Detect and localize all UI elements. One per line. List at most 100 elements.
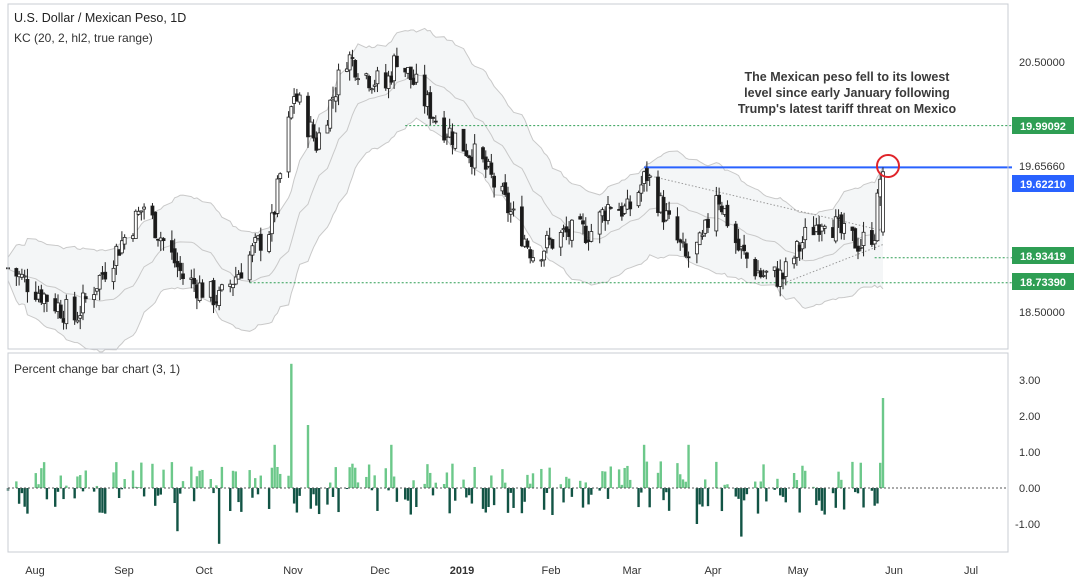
candle-body bbox=[431, 117, 435, 119]
annotation-line-3: Trump's latest tariff threat on Mexico bbox=[738, 102, 957, 116]
percent-change-bar bbox=[548, 467, 551, 488]
percent-change-bar bbox=[667, 488, 671, 511]
percent-change-bar bbox=[295, 488, 299, 513]
percent-change-bar bbox=[276, 466, 279, 488]
percent-change-bar bbox=[73, 488, 76, 499]
bar-chart-title: Percent change bar chart (3, 1) bbox=[14, 362, 180, 376]
percent-change-bar bbox=[587, 488, 590, 505]
x-tick-label: Dec bbox=[370, 565, 390, 577]
percent-change-bar bbox=[676, 463, 679, 488]
candle-body bbox=[44, 294, 49, 302]
percent-change-bar bbox=[781, 488, 785, 497]
candle-body bbox=[753, 259, 758, 277]
percent-change-bar bbox=[851, 461, 854, 488]
percent-change-bar bbox=[584, 482, 587, 488]
percent-change-bar bbox=[273, 444, 276, 488]
level-badge-label: 18.73390 bbox=[1020, 277, 1066, 289]
percent-change-bar bbox=[509, 488, 512, 493]
candle-body bbox=[742, 244, 747, 252]
candle-body bbox=[542, 250, 547, 261]
percent-change-bar bbox=[259, 475, 262, 488]
percent-change-bar bbox=[745, 488, 749, 495]
candle-body bbox=[369, 88, 374, 91]
candle-body bbox=[833, 216, 838, 242]
percent-change-bar bbox=[367, 464, 371, 488]
percent-change-bar bbox=[681, 479, 685, 488]
candle-body bbox=[336, 69, 341, 96]
percent-change-bar bbox=[451, 463, 454, 488]
candle-body bbox=[717, 194, 722, 205]
percent-change-bar bbox=[237, 488, 240, 503]
percent-change-bar bbox=[406, 488, 410, 501]
candle-body bbox=[581, 220, 585, 225]
candle-body bbox=[881, 171, 885, 233]
annotation-line-2: level since early January following bbox=[744, 86, 950, 100]
percent-change-bar bbox=[20, 488, 24, 494]
percent-change-bar bbox=[415, 488, 418, 507]
candle-body bbox=[153, 211, 158, 239]
candle-body bbox=[150, 205, 155, 216]
percent-change-bar bbox=[354, 467, 357, 488]
percent-change-bar bbox=[156, 488, 160, 496]
percent-change-bar bbox=[470, 488, 474, 504]
candle-body bbox=[364, 73, 369, 76]
keltner-upper bbox=[7, 27, 884, 258]
percent-change-bar bbox=[465, 488, 468, 498]
percent-change-bar bbox=[484, 488, 487, 513]
percent-change-bar bbox=[629, 479, 632, 488]
candle-body bbox=[347, 54, 352, 71]
candle-body bbox=[822, 225, 827, 229]
bar-y-tick-label: 1.00 bbox=[1019, 447, 1040, 459]
candle-body bbox=[578, 216, 583, 220]
percent-change-bar bbox=[665, 488, 668, 493]
percent-change-bar bbox=[34, 473, 37, 488]
candle-body bbox=[408, 66, 413, 81]
percent-change-bar bbox=[876, 488, 879, 504]
percent-change-bar bbox=[215, 485, 218, 488]
percent-change-bar bbox=[120, 488, 124, 490]
keltner-channel bbox=[7, 27, 884, 353]
level-badge bbox=[1012, 273, 1074, 290]
percent-change-bar bbox=[256, 488, 260, 495]
percent-change-bar bbox=[726, 484, 729, 488]
percent-change-bar bbox=[287, 475, 290, 488]
candle-body bbox=[239, 272, 244, 279]
percent-change-bar bbox=[15, 481, 18, 488]
candle-body bbox=[392, 55, 397, 82]
level-badge-label: 18.93419 bbox=[1020, 251, 1066, 263]
keltner-middle bbox=[7, 74, 884, 302]
y-tick-label: 20.50000 bbox=[1019, 57, 1065, 69]
candle-body bbox=[122, 237, 127, 245]
bar-y-tick-label: 2.00 bbox=[1019, 411, 1040, 423]
candle-body bbox=[647, 175, 652, 178]
percent-change-bar bbox=[84, 470, 87, 488]
percent-change-bar bbox=[776, 478, 779, 488]
candle-body bbox=[597, 211, 602, 235]
candle-body bbox=[81, 292, 85, 314]
percent-change-bar bbox=[348, 467, 351, 488]
bar-panel-border bbox=[7, 352, 1009, 553]
percent-change-bar bbox=[290, 363, 293, 488]
percent-change-bar bbox=[390, 444, 393, 488]
candle-body bbox=[78, 315, 83, 319]
percent-change-bar bbox=[315, 488, 318, 506]
candle-body bbox=[697, 232, 702, 246]
candle-body bbox=[678, 239, 683, 243]
level-badge bbox=[1012, 175, 1074, 192]
percent-change-bar bbox=[212, 488, 215, 494]
candle-body bbox=[433, 120, 438, 123]
percent-change-bar bbox=[317, 488, 321, 515]
candle-body bbox=[114, 245, 119, 266]
candle-body bbox=[325, 124, 330, 134]
percent-change-bar bbox=[662, 488, 665, 501]
candle-body bbox=[233, 276, 238, 285]
candle-body bbox=[25, 278, 30, 293]
candle-body bbox=[606, 204, 610, 221]
percent-change-bar bbox=[431, 488, 435, 496]
percent-change-bar bbox=[740, 488, 743, 537]
candle-body bbox=[492, 175, 497, 188]
percent-change-bar bbox=[42, 462, 46, 488]
percent-change-bar bbox=[798, 488, 801, 513]
candle-body bbox=[758, 270, 763, 278]
y-tick-label: 18.50000 bbox=[1019, 307, 1065, 319]
